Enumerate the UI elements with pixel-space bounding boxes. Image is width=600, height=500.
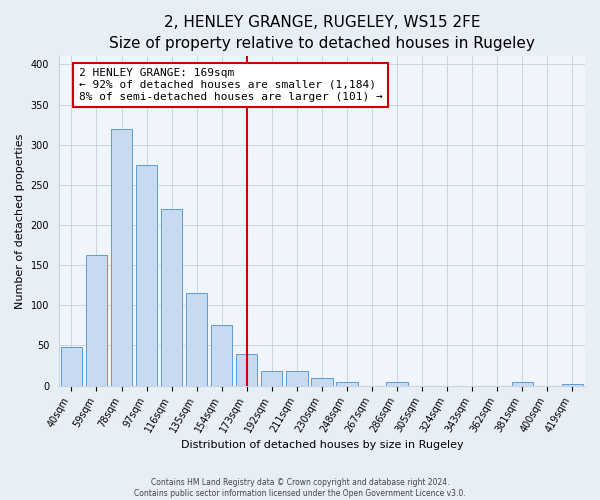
Bar: [311, 378, 332, 386]
Bar: [161, 209, 182, 386]
Bar: [236, 354, 257, 386]
Bar: [136, 165, 157, 386]
Bar: [186, 294, 208, 386]
Bar: [386, 382, 408, 386]
Bar: [512, 382, 533, 386]
Bar: [61, 347, 82, 386]
Y-axis label: Number of detached properties: Number of detached properties: [15, 134, 25, 308]
Bar: [211, 326, 232, 386]
Bar: [562, 384, 583, 386]
Text: 2 HENLEY GRANGE: 169sqm
← 92% of detached houses are smaller (1,184)
8% of semi-: 2 HENLEY GRANGE: 169sqm ← 92% of detache…: [79, 68, 383, 102]
Bar: [286, 371, 308, 386]
Bar: [86, 254, 107, 386]
X-axis label: Distribution of detached houses by size in Rugeley: Distribution of detached houses by size …: [181, 440, 463, 450]
Bar: [261, 371, 283, 386]
Text: Contains HM Land Registry data © Crown copyright and database right 2024.
Contai: Contains HM Land Registry data © Crown c…: [134, 478, 466, 498]
Title: 2, HENLEY GRANGE, RUGELEY, WS15 2FE
Size of property relative to detached houses: 2, HENLEY GRANGE, RUGELEY, WS15 2FE Size…: [109, 15, 535, 51]
Bar: [337, 382, 358, 386]
Bar: [111, 128, 132, 386]
